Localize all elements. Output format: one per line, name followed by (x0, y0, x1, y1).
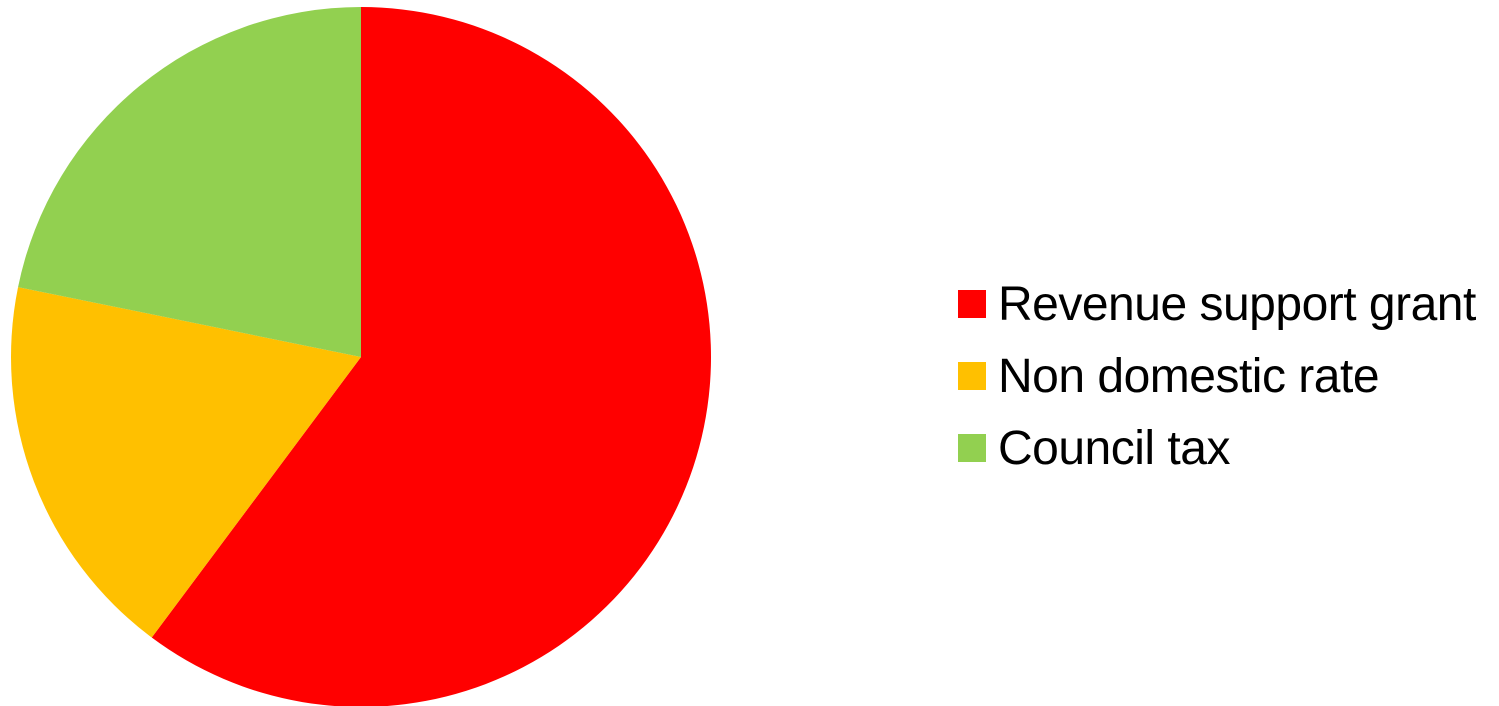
legend-swatch-revenue-support-grant (958, 290, 986, 318)
legend-item-non-domestic-rate: Non domestic rate (958, 340, 1476, 412)
legend: Revenue support grant Non domestic rate … (958, 268, 1476, 484)
legend-item-revenue-support-grant: Revenue support grant (958, 268, 1476, 340)
legend-label-revenue-support-grant: Revenue support grant (998, 277, 1476, 331)
legend-label-council-tax: Council tax (998, 421, 1230, 475)
legend-swatch-council-tax (958, 434, 986, 462)
pie-plot-area (11, 7, 711, 706)
pie-slice-council-tax (18, 7, 362, 357)
legend-swatch-non-domestic-rate (958, 362, 986, 390)
legend-label-non-domestic-rate: Non domestic rate (998, 349, 1380, 403)
legend-item-council-tax: Council tax (958, 412, 1476, 484)
pie-slice-non-domestic-rate (11, 287, 362, 638)
pie-slice-revenue-support-grant (151, 7, 711, 706)
